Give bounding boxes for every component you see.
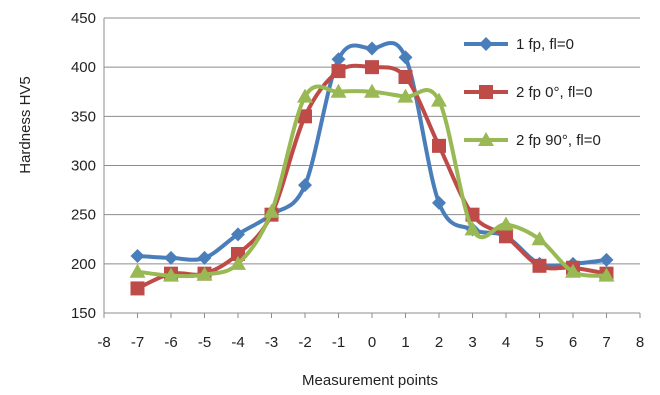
legend-item: 2 fp 90°, fl=0 xyxy=(464,132,601,149)
x-tick-label: 7 xyxy=(602,334,610,351)
data-point xyxy=(464,221,481,236)
y-tick-label: 450 xyxy=(71,10,96,27)
y-tick-label: 300 xyxy=(71,158,96,175)
x-tick-label: -3 xyxy=(265,334,278,351)
x-tick-label: -7 xyxy=(131,334,144,351)
data-point xyxy=(498,216,514,231)
data-point xyxy=(130,248,145,263)
x-axis-title: Measurement points xyxy=(302,372,438,389)
x-tick-label: -4 xyxy=(231,334,244,351)
x-tick-label: 3 xyxy=(468,334,476,351)
data-point xyxy=(197,250,212,265)
data-point xyxy=(263,203,280,218)
y-tick-label: 200 xyxy=(71,256,96,273)
legend: 1 fp, fl=0 2 fp 0°, fl=0 2 fp 90°, fl=0 xyxy=(464,36,601,149)
x-tick-label: -5 xyxy=(198,334,211,351)
x-tick-label: -2 xyxy=(298,334,311,351)
y-tick-label: 150 xyxy=(71,305,96,322)
axes: 150 200 250 300 350 400 450 -8 -7 -6 -5 -4 -3 -2 -1 0 1 2… xyxy=(71,10,644,351)
data-point xyxy=(365,41,379,56)
data-point xyxy=(531,231,548,246)
data-point xyxy=(298,109,312,124)
data-point xyxy=(196,266,213,281)
data-point xyxy=(499,229,513,244)
data-point xyxy=(163,267,179,282)
x-tick-label: -6 xyxy=(164,334,177,351)
series-line xyxy=(137,41,607,269)
data-point xyxy=(164,250,178,265)
y-tick-label: 250 xyxy=(71,207,96,224)
x-tick-label: -8 xyxy=(97,334,110,351)
data-point xyxy=(330,83,347,98)
data-point xyxy=(398,50,413,65)
series-line xyxy=(137,84,607,279)
legend-marker xyxy=(479,37,493,51)
data-point xyxy=(598,267,615,282)
data-point xyxy=(397,88,414,103)
data-point xyxy=(130,281,145,296)
x-tick-label: 2 xyxy=(435,334,443,351)
data-point xyxy=(432,195,446,210)
data-point xyxy=(331,52,346,67)
legend-item: 1 fp, fl=0 xyxy=(464,36,574,53)
data-point xyxy=(432,138,446,153)
series-lines xyxy=(129,41,615,296)
legend-marker xyxy=(479,85,493,99)
legend-label: 1 fp, fl=0 xyxy=(516,36,574,53)
y-tick-label: 400 xyxy=(71,59,96,76)
data-point xyxy=(398,70,413,84)
legend-marker xyxy=(478,132,494,146)
y-tick-label: 350 xyxy=(71,108,96,125)
x-tick-label: 6 xyxy=(569,334,577,351)
data-point xyxy=(365,60,379,75)
x-tick-label: 1 xyxy=(401,334,409,351)
x-tick-label: 0 xyxy=(368,334,376,351)
series-3 xyxy=(129,83,615,282)
data-point xyxy=(298,178,312,193)
y-axis-title: Hardness HV5 xyxy=(17,76,34,174)
x-tick-label: 4 xyxy=(502,334,510,351)
data-point xyxy=(231,227,245,242)
x-tick-label: -1 xyxy=(332,334,345,351)
data-point xyxy=(129,263,146,278)
legend-label: 2 fp 90°, fl=0 xyxy=(516,132,601,149)
data-point xyxy=(331,64,346,79)
data-point xyxy=(297,88,313,103)
data-point xyxy=(532,258,547,273)
x-tick-label: 5 xyxy=(535,334,543,351)
data-point xyxy=(364,83,380,98)
data-point xyxy=(599,252,614,267)
x-tick-label: 8 xyxy=(636,334,644,351)
data-point xyxy=(230,255,246,270)
data-point xyxy=(565,263,581,278)
data-point xyxy=(431,92,447,107)
legend-label: 2 fp 0°, fl=0 xyxy=(516,84,592,101)
legend-item: 2 fp 0°, fl=0 xyxy=(464,84,592,101)
